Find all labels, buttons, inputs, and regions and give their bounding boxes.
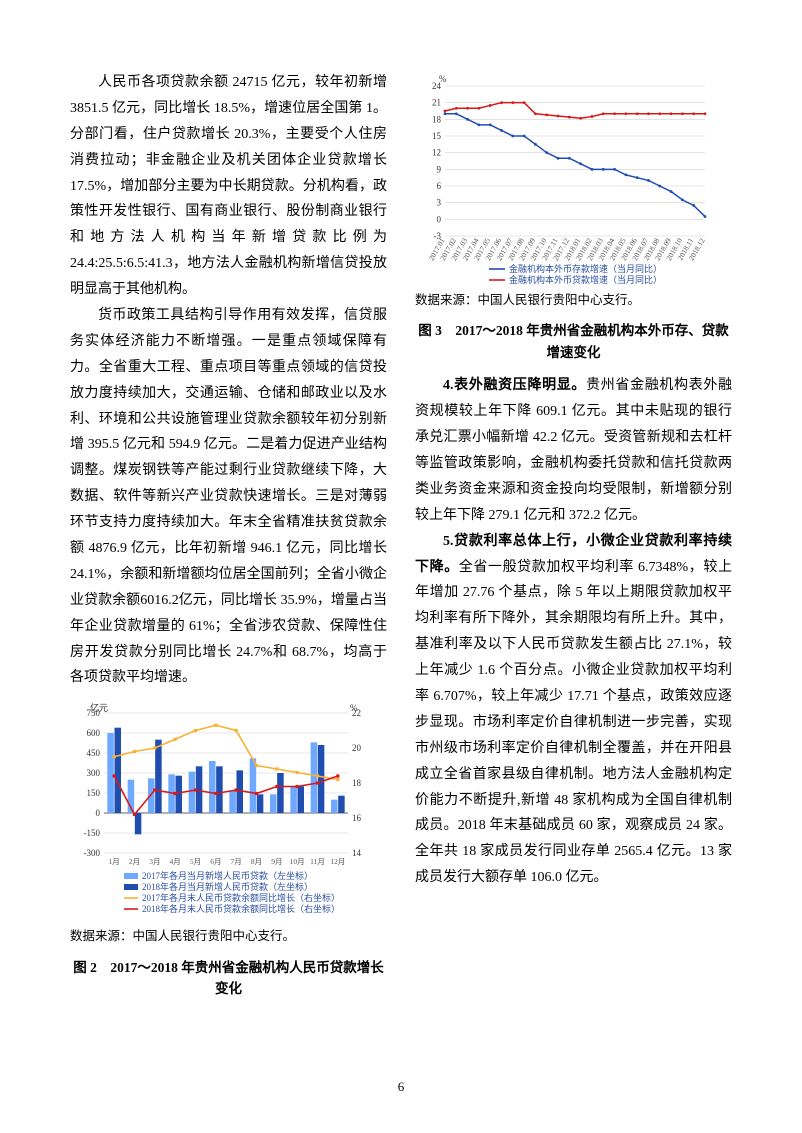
- chart-2-container: -300-15001503004506007501416182022亿元%1月2…: [70, 701, 387, 921]
- svg-text:15: 15: [432, 131, 442, 141]
- svg-text:2月: 2月: [129, 857, 140, 866]
- right-column: %-3036912151821242017.012017.022017.0320…: [415, 70, 732, 1010]
- svg-text:6月: 6月: [210, 857, 221, 866]
- left-para-1: 人民币各项贷款余额 24715 亿元，较年初新增 3851.5 亿元，同比增长 …: [70, 70, 387, 303]
- svg-text:9: 9: [437, 164, 442, 174]
- svg-text:-300: -300: [84, 848, 101, 858]
- chart-2-source: 数据来源：中国人民银行贵阳中心支行。: [70, 925, 387, 948]
- svg-text:4月: 4月: [170, 857, 181, 866]
- right-para-1: 4.表外融资压降明显。贵州省金融机构表外融资规模较上年下降 609.1 亿元。其…: [415, 373, 732, 528]
- svg-text:2018年各月当月新增人民币贷款（左坐标）: 2018年各月当月新增人民币贷款（左坐标）: [142, 881, 313, 892]
- svg-text:16: 16: [352, 813, 362, 823]
- svg-text:5月: 5月: [190, 857, 201, 866]
- left-column: 人民币各项贷款余额 24715 亿元，较年初新增 3851.5 亿元，同比增长 …: [70, 70, 387, 1010]
- svg-text:%: %: [350, 703, 358, 713]
- svg-text:300: 300: [87, 768, 101, 778]
- svg-text:12: 12: [432, 148, 441, 158]
- svg-text:3月: 3月: [149, 857, 160, 866]
- svg-text:11月: 11月: [310, 857, 325, 866]
- svg-text:18: 18: [352, 778, 362, 788]
- svg-text:亿元: 亿元: [90, 702, 108, 713]
- svg-text:0: 0: [437, 214, 442, 224]
- svg-text:14: 14: [352, 848, 362, 858]
- left-para-2: 货币政策工具结构引导作用有效发挥，信贷服务实体经济能力不断增强。一是重点领域保障…: [70, 303, 387, 691]
- svg-text:2017年各月当月新增人民币贷款（左坐标）: 2017年各月当月新增人民币贷款（左坐标）: [142, 870, 313, 881]
- svg-text:12月: 12月: [330, 857, 345, 866]
- svg-text:6: 6: [437, 181, 442, 191]
- svg-text:金融机构本外币贷款增速（当月同比）: 金融机构本外币贷款增速（当月同比）: [509, 274, 662, 285]
- svg-text:450: 450: [87, 748, 101, 758]
- svg-text:金融机构本外币存款增速（当月同比）: 金融机构本外币存款增速（当月同比）: [509, 263, 662, 274]
- chart-2-title: 图 2 2017～2018 年贵州省金融机构人民币贷款增长变化: [70, 957, 387, 1000]
- svg-text:1月: 1月: [109, 857, 120, 866]
- svg-text:24: 24: [432, 81, 442, 91]
- svg-text:2018年各月末人民币贷款余额同比增长（右坐标）: 2018年各月末人民币贷款余额同比增长（右坐标）: [142, 903, 340, 914]
- right-para-2: 5.贷款利率总体上行，小微企业贷款利率持续下降。全省一般贷款加权平均利率 6.7…: [415, 529, 732, 891]
- chart-3-container: %-3036912151821242017.012017.022017.0320…: [415, 70, 732, 285]
- svg-text:18: 18: [432, 114, 442, 124]
- svg-text:0: 0: [96, 808, 101, 818]
- chart-2: -300-15001503004506007501416182022亿元%1月2…: [70, 701, 380, 921]
- svg-text:7月: 7月: [231, 857, 242, 866]
- svg-text:9月: 9月: [271, 857, 282, 866]
- page-number: 6: [0, 1075, 802, 1099]
- svg-text:21: 21: [432, 98, 441, 108]
- chart-3: %-3036912151821242017.012017.022017.0320…: [415, 70, 725, 285]
- chart-3-source: 数据来源：中国人民银行贵阳中心支行。: [415, 289, 732, 312]
- svg-text:3: 3: [437, 198, 442, 208]
- svg-text:150: 150: [87, 788, 101, 798]
- svg-text:8月: 8月: [251, 857, 262, 866]
- svg-text:10月: 10月: [290, 857, 305, 866]
- chart-3-title: 图 3 2017～2018 年贵州省金融机构本外币存、贷款增速变化: [415, 320, 732, 363]
- svg-text:2017年各月末人民币贷款余额同比增长（右坐标）: 2017年各月末人民币贷款余额同比增长（右坐标）: [142, 892, 340, 903]
- svg-text:600: 600: [87, 728, 101, 738]
- svg-text:20: 20: [352, 743, 362, 753]
- svg-text:-150: -150: [84, 828, 101, 838]
